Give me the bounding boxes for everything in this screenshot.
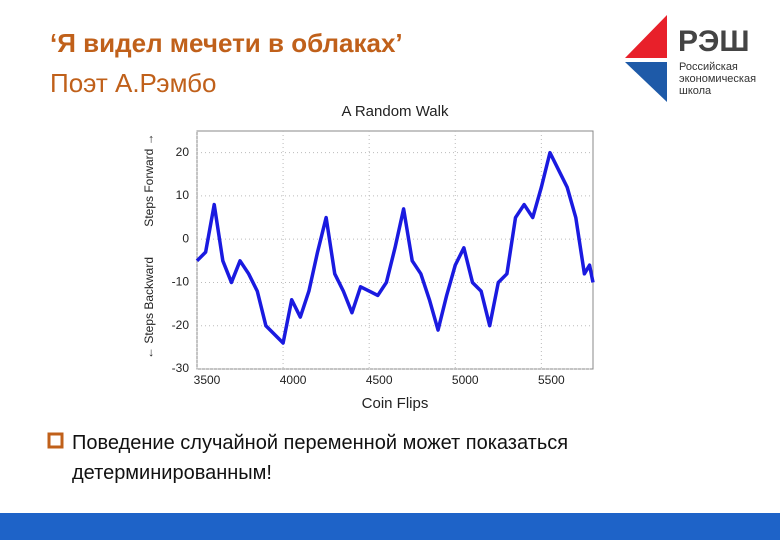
logo-line: школа <box>679 85 712 97</box>
x-tick-label: 4500 <box>366 373 393 387</box>
y-tick-label: 20 <box>176 145 190 159</box>
logo-name: РЭШ <box>678 25 750 58</box>
logo-red <box>625 15 667 58</box>
data-line <box>195 150 595 345</box>
y-axis-label: Steps Forward → <box>142 133 156 226</box>
y-axis-label: ← Steps Backward <box>142 257 156 359</box>
x-axis-label: Coin Flips <box>362 395 429 412</box>
bullet-text: Поведение случайной переменной может пок… <box>72 432 569 484</box>
x-tick-label: 3500 <box>194 373 221 387</box>
bullet-icon <box>47 432 64 449</box>
y-tick-label: -20 <box>172 318 190 332</box>
logo-blue <box>625 62 667 102</box>
slide-subtitle: Поэт А.Рэмбо <box>50 68 217 98</box>
y-tick-label: 10 <box>176 188 190 202</box>
y-tick-label: 0 <box>182 231 189 245</box>
x-tick-label: 4000 <box>280 373 307 387</box>
slide-title: ‘Я видел мечети в облаках’ <box>50 28 403 58</box>
x-tick-label: 5500 <box>538 373 565 387</box>
chart-title: A Random Walk <box>342 103 449 120</box>
logo-line: экономическая <box>679 73 756 85</box>
y-tick-label: -30 <box>172 361 190 375</box>
y-tick-label: -10 <box>172 275 190 289</box>
x-tick-label: 5000 <box>452 373 479 387</box>
logo-line: Российская <box>679 61 738 73</box>
footer-bar <box>0 513 780 540</box>
